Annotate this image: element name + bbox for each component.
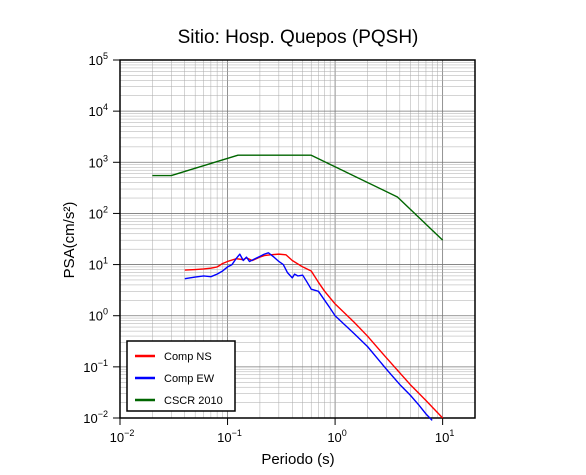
y-tick-label: 104 — [89, 102, 108, 119]
x-tick-label: 10−2 — [110, 428, 135, 445]
legend-label-cscr-2010: CSCR 2010 — [164, 395, 223, 407]
x-tick-label: 101 — [435, 428, 454, 445]
series-line-comp-ew — [184, 252, 433, 421]
series-line-comp-ns — [184, 253, 444, 419]
y-tick-label: 101 — [89, 256, 108, 273]
y-tick-label: 100 — [89, 307, 108, 324]
axis-ticks: 10−2 10−1 100 101 10−2 10−1 100 101 102 103 104 105 — [83, 51, 454, 445]
y-tick-label: 105 — [89, 51, 108, 68]
chart-title: Sitio: Hosp. Quepos (PQSH) — [178, 27, 419, 48]
series-line-cscr-2010 — [152, 154, 444, 241]
y-tick-label: 10−1 — [83, 358, 108, 375]
x-tick-label: 10−1 — [217, 428, 242, 445]
y-tick-label: 10−2 — [83, 409, 108, 426]
x-tick-label: 100 — [327, 428, 346, 445]
legend-label-comp-ew: Comp EW — [164, 373, 215, 385]
legend: Comp NS Comp EW CSCR 2010 — [126, 340, 236, 412]
y-tick-label: 103 — [89, 153, 108, 170]
series-lines — [152, 154, 444, 421]
plot-area — [119, 59, 476, 419]
legend-label-comp-ns: Comp NS — [164, 351, 212, 363]
grid — [119, 59, 476, 419]
y-axis-label: PSA(cm/s²) — [61, 202, 78, 279]
y-tick-label: 102 — [89, 204, 108, 221]
x-axis-label: Periodo (s) — [261, 451, 334, 468]
